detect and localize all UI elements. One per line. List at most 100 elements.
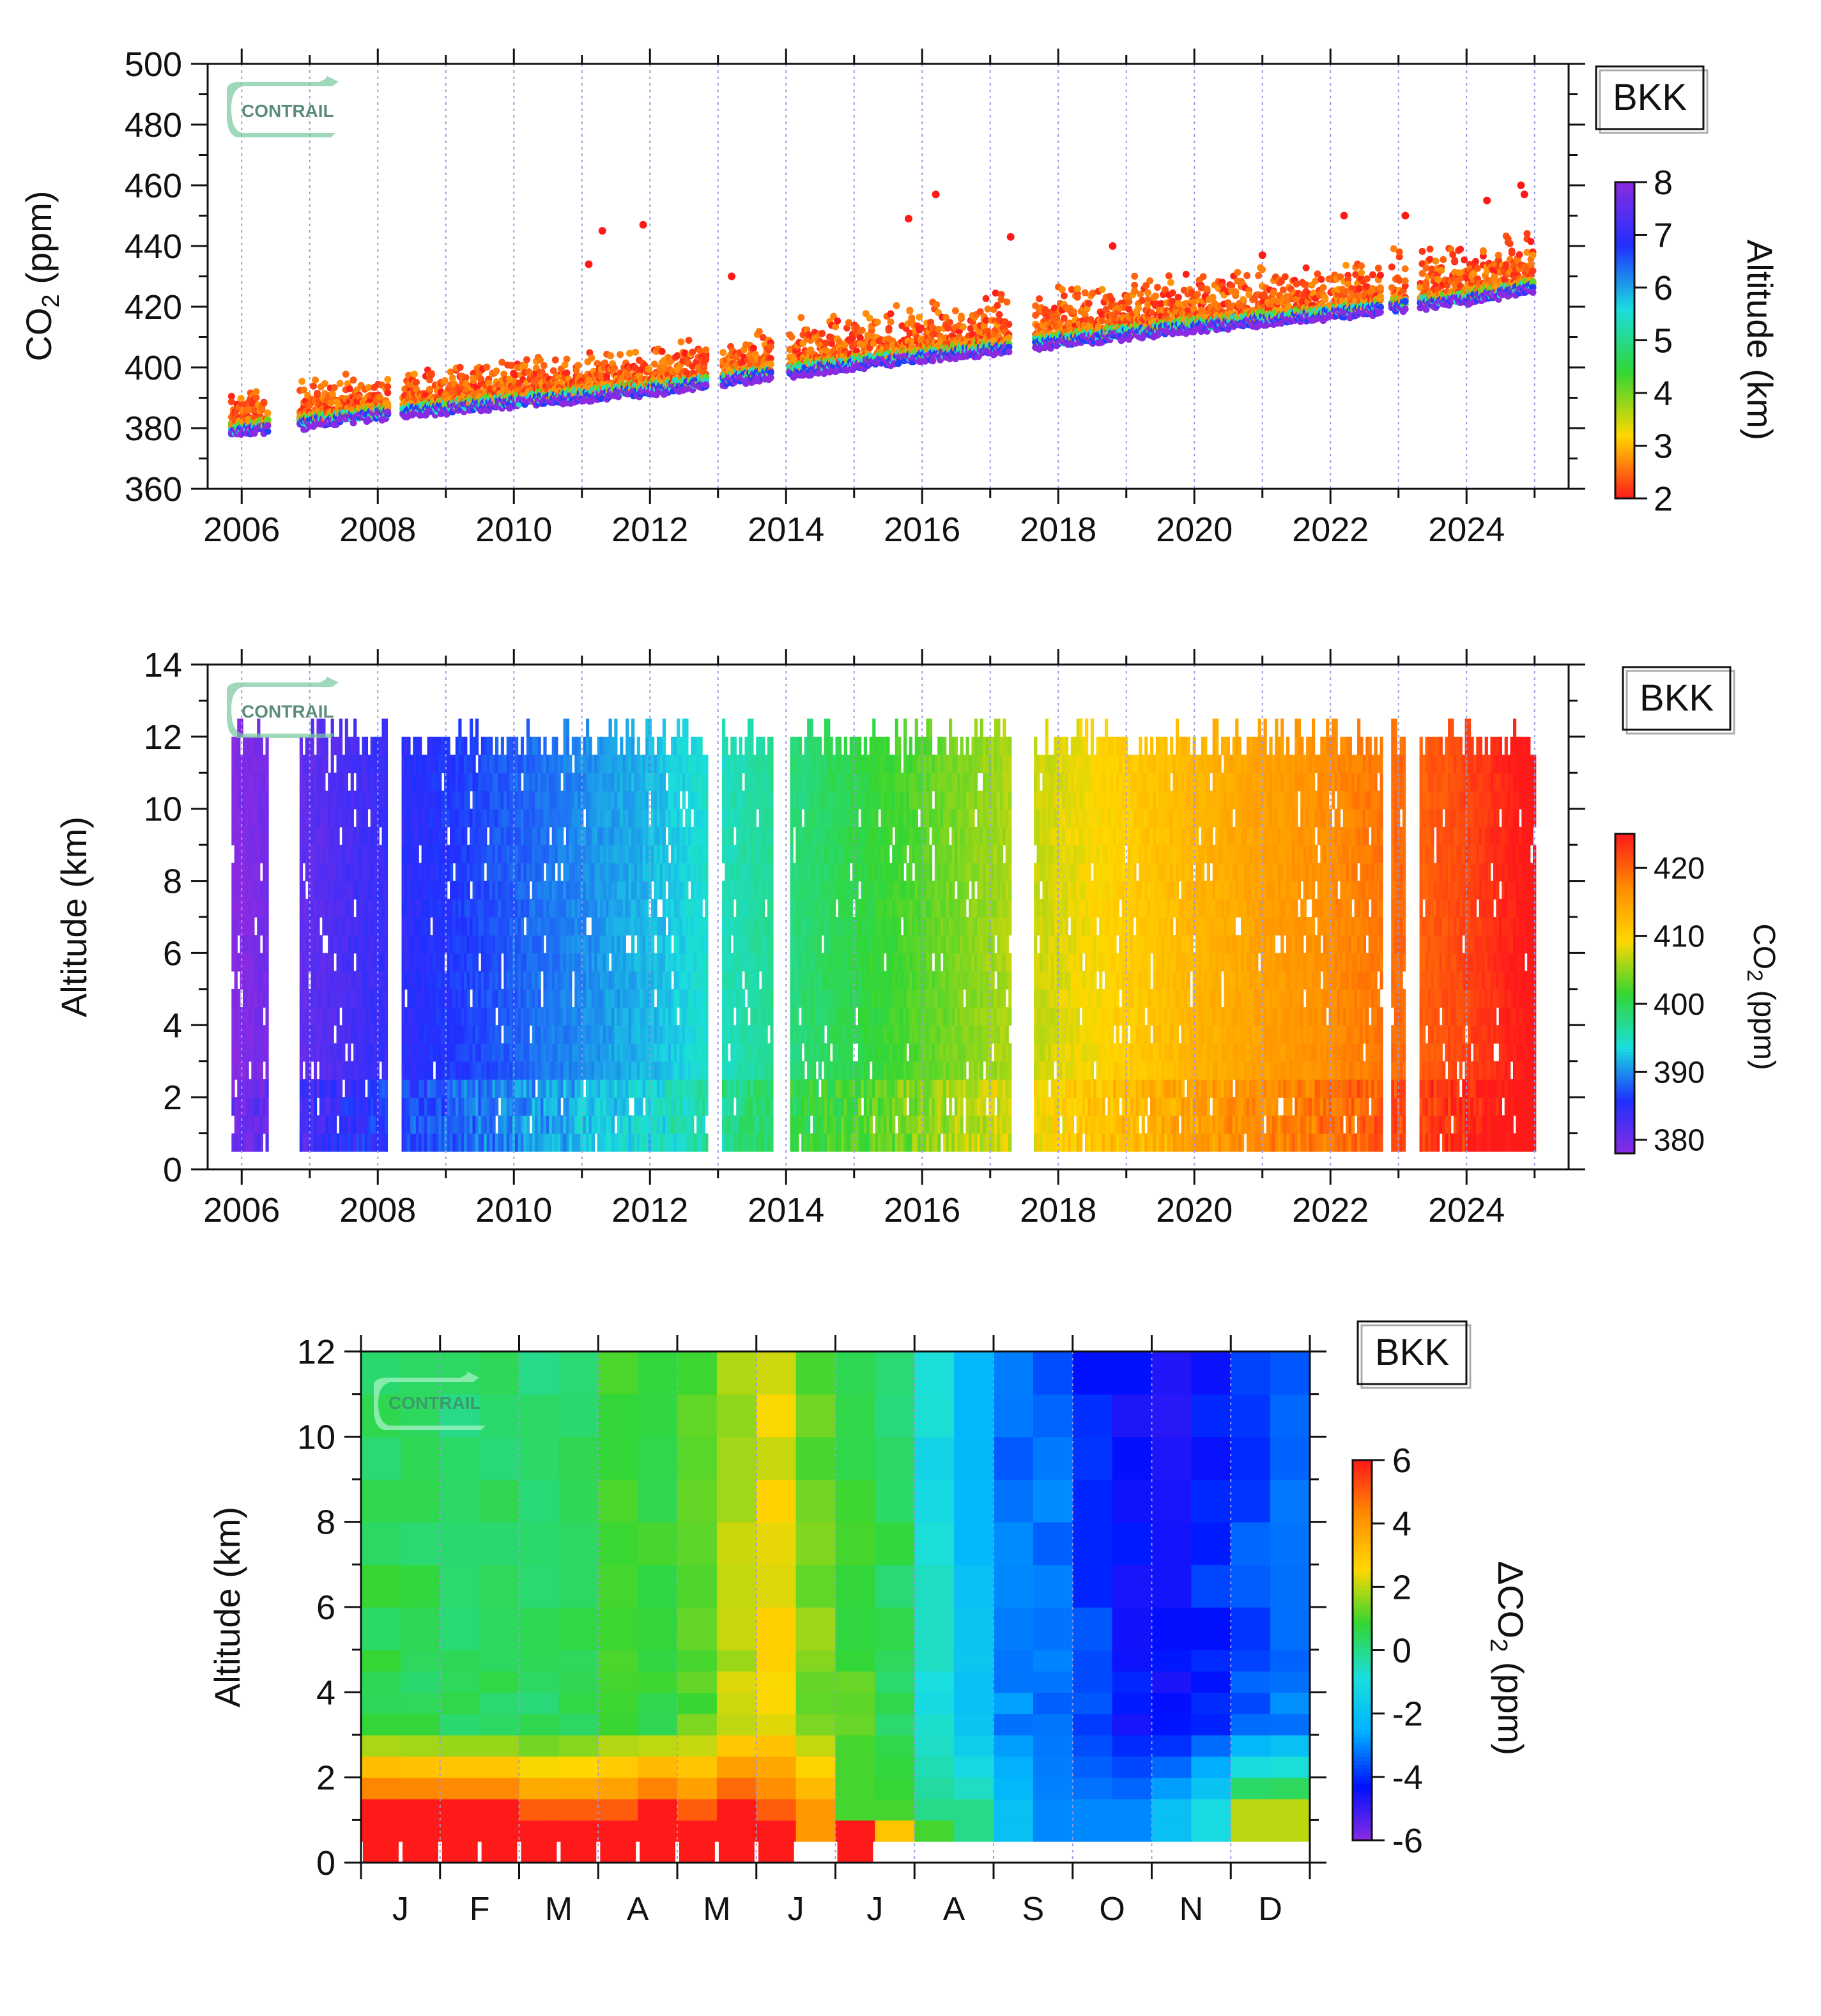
co2-point [1070, 308, 1077, 316]
co2-point [462, 374, 470, 381]
co2-point [1165, 272, 1172, 280]
co2-point [1058, 286, 1066, 293]
co2-point [959, 323, 967, 331]
co2-point [426, 385, 433, 393]
co2-point [749, 344, 757, 352]
co2-point [588, 354, 595, 362]
co2-point [645, 365, 652, 373]
co2-point [1255, 272, 1263, 279]
co2-point [767, 374, 774, 381]
co2-point [995, 311, 1003, 318]
co2-point [475, 389, 483, 396]
co2-point [1321, 294, 1329, 302]
co2-point [1003, 298, 1011, 306]
co2-point [1073, 285, 1081, 293]
co2-point [1281, 273, 1289, 281]
co2-point [632, 348, 639, 356]
co2-point [314, 390, 321, 397]
co2-point [449, 374, 456, 382]
co2-point [310, 382, 317, 390]
co2-point [342, 371, 350, 378]
co2-point [1240, 296, 1247, 304]
co2-point [470, 374, 477, 382]
co2-point [563, 355, 571, 363]
co2-point [1232, 289, 1240, 296]
co2-point [586, 376, 594, 383]
co2-point [264, 409, 272, 417]
co2-point [607, 352, 615, 360]
co2-point [755, 328, 763, 335]
co2-point [411, 371, 418, 378]
co2-point [574, 362, 582, 369]
co2-point [456, 364, 464, 371]
co2-point [551, 356, 559, 364]
co2-point [1167, 279, 1174, 286]
co2-point [332, 398, 340, 406]
co2-point [1152, 292, 1159, 300]
co2-point [858, 327, 866, 334]
co2-point [521, 362, 528, 369]
co2-point [264, 416, 272, 424]
co2-point [258, 406, 266, 413]
co2-point [887, 318, 895, 326]
co2-point [376, 394, 384, 401]
co2-point [1194, 291, 1201, 298]
co2-point [916, 313, 923, 321]
co2-point [563, 369, 571, 377]
co2-point [702, 356, 710, 364]
co2-point [227, 398, 235, 406]
co2-point [1005, 348, 1013, 356]
co2-point [866, 314, 873, 322]
co2-point [1036, 295, 1043, 303]
co2-point [1203, 285, 1211, 293]
co2-point [1182, 270, 1190, 278]
co2-point [427, 370, 435, 378]
co2-point [1073, 293, 1081, 301]
co2-point [413, 385, 420, 393]
co2-point [893, 302, 900, 309]
co2-point [885, 327, 893, 334]
co2-point [330, 384, 338, 392]
co2-point [797, 314, 805, 321]
co2-point [767, 360, 774, 368]
co2-point [1131, 272, 1139, 280]
co2-point [1060, 292, 1068, 300]
co2-point [561, 361, 569, 369]
co2-point [719, 349, 727, 357]
co2-point [611, 364, 619, 372]
co2-point [957, 312, 965, 320]
co2-point [1005, 334, 1013, 341]
co2-point [300, 386, 308, 394]
co2-point [1169, 289, 1176, 296]
co2-point [1005, 321, 1013, 328]
co2-point [1318, 275, 1325, 283]
co2-point [365, 384, 373, 391]
co2-point [617, 351, 624, 358]
co2-point [834, 317, 841, 325]
co2-point [1146, 277, 1154, 284]
co2-point [350, 419, 357, 427]
co2-point [493, 367, 500, 375]
co2-point [346, 385, 353, 392]
co2-point [441, 377, 449, 385]
co2-point [700, 364, 708, 372]
co2-point [946, 319, 953, 327]
co2-point [384, 408, 392, 416]
co2-point [426, 376, 433, 383]
co2-point [702, 381, 710, 389]
co2-point [298, 378, 306, 385]
co2-point [413, 378, 420, 386]
co2-point [702, 346, 710, 354]
co2-point [384, 389, 392, 397]
co2-point [818, 330, 826, 337]
co2-point [384, 376, 392, 383]
co2-point [1319, 284, 1327, 291]
co2-point [873, 318, 881, 326]
co2-point [1154, 284, 1161, 291]
co2-point [536, 357, 544, 364]
co2-point [384, 400, 392, 408]
co2-point [336, 380, 344, 387]
co2-point [508, 362, 516, 369]
